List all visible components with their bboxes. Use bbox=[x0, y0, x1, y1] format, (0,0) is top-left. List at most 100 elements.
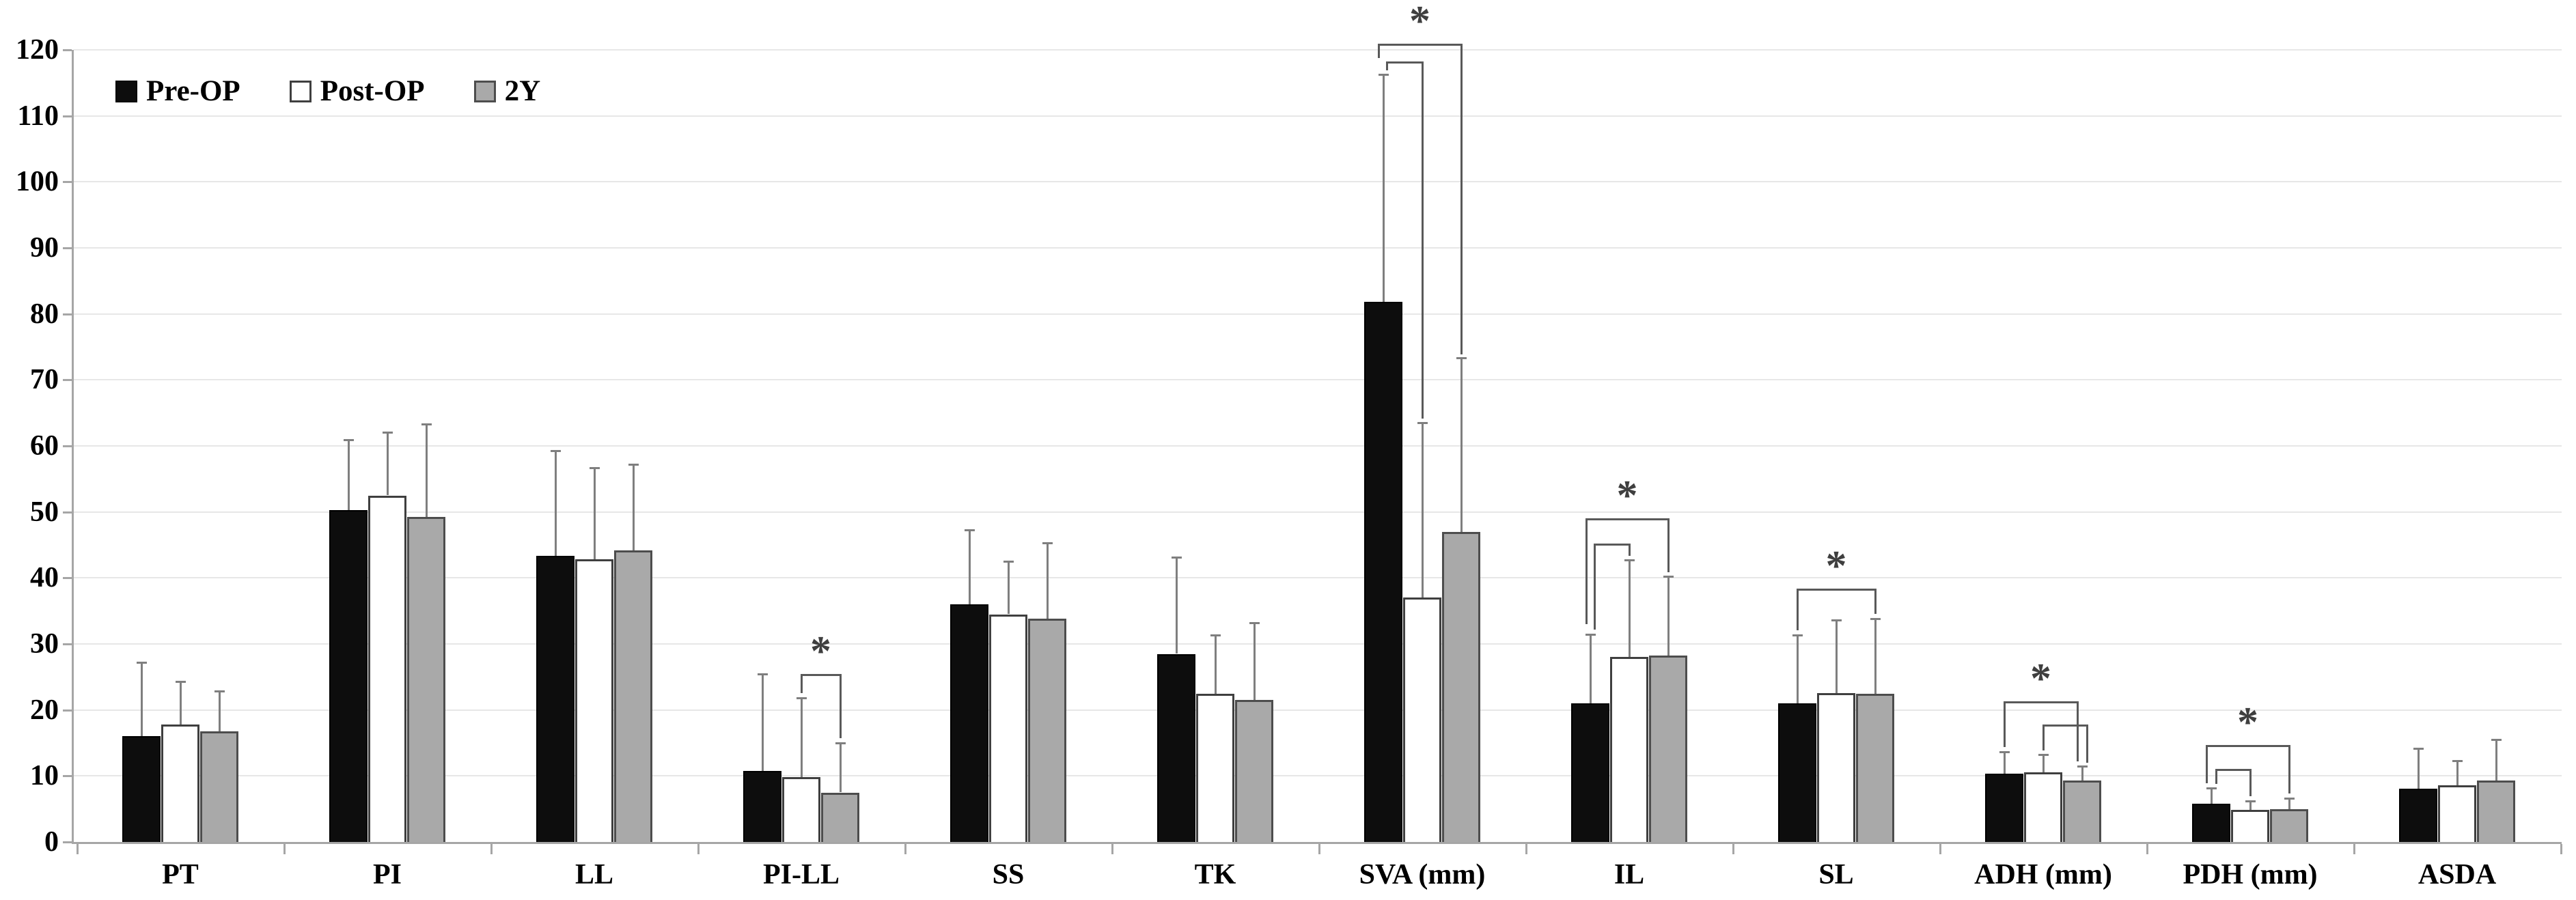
error-bar bbox=[179, 681, 182, 725]
y-axis-tick bbox=[63, 247, 72, 249]
error-bar bbox=[593, 466, 596, 560]
error-bar bbox=[2288, 798, 2290, 809]
error-bar-cap bbox=[1171, 557, 1182, 559]
bar-post-op bbox=[2024, 772, 2062, 842]
x-category-label: PI-LL bbox=[762, 859, 840, 890]
x-category-label: PI bbox=[373, 859, 402, 890]
y-tick-label: 70 bbox=[30, 364, 59, 396]
bar-2y bbox=[2477, 781, 2515, 842]
error-bar-cap bbox=[796, 697, 807, 700]
error-bar-cap bbox=[2284, 798, 2295, 800]
error-bar-cap bbox=[1456, 357, 1467, 360]
bar-2y bbox=[200, 731, 238, 842]
bar-2y bbox=[614, 550, 652, 842]
y-axis-line bbox=[72, 50, 74, 842]
significance-bracket-leg bbox=[1593, 544, 1596, 630]
significance-star: * bbox=[2030, 656, 2051, 703]
significance-bracket bbox=[2004, 701, 2077, 704]
y-axis-tick bbox=[63, 181, 72, 184]
x-category-label: IL bbox=[1614, 859, 1645, 890]
error-bar bbox=[347, 439, 350, 510]
significance-bracket bbox=[1379, 44, 1461, 46]
error-bar bbox=[2042, 754, 2045, 772]
error-bar-cap bbox=[2413, 747, 2424, 750]
bar-post-op bbox=[782, 777, 820, 842]
bar-post-op bbox=[989, 614, 1027, 842]
y-axis-tick bbox=[63, 115, 72, 117]
bar-2y bbox=[1028, 619, 1066, 842]
bar-2y bbox=[821, 792, 859, 842]
y-tick-label: 120 bbox=[16, 34, 59, 66]
pre-op-swatch-icon bbox=[115, 81, 137, 102]
significance-bracket bbox=[801, 674, 840, 677]
gridline bbox=[74, 511, 2562, 513]
error-bar-cap bbox=[964, 529, 975, 531]
legend-label-2y: 2Y bbox=[504, 75, 541, 107]
error-bar bbox=[2249, 800, 2252, 810]
bar-post-op bbox=[1403, 597, 1441, 842]
y-tick-label: 30 bbox=[30, 628, 59, 660]
error-bar-cap bbox=[1417, 422, 1428, 425]
error-bar bbox=[2210, 787, 2213, 804]
bar-post-op bbox=[161, 724, 199, 842]
bar-pre-op bbox=[1778, 703, 1816, 842]
x-category-label: ADH (mm) bbox=[1974, 859, 2112, 890]
error-bar-cap bbox=[2452, 760, 2463, 763]
x-category-label: PT bbox=[162, 859, 199, 890]
significance-bracket-leg bbox=[2288, 744, 2290, 794]
y-tick-label: 110 bbox=[17, 100, 59, 132]
significance-bracket-leg bbox=[2042, 724, 2045, 750]
legend-item-2y: 2Y bbox=[473, 75, 541, 107]
x-axis-line bbox=[72, 842, 2562, 844]
post-op-swatch-icon bbox=[289, 81, 311, 102]
bar-2y bbox=[1649, 656, 1687, 842]
significance-star: * bbox=[2237, 699, 2258, 746]
significance-bracket-leg bbox=[1585, 518, 1588, 624]
y-tick-label: 0 bbox=[44, 826, 59, 858]
bar-2y bbox=[407, 517, 445, 842]
significance-bracket-leg bbox=[1460, 44, 1463, 354]
bar-2y bbox=[2270, 808, 2308, 842]
error-bar bbox=[1382, 73, 1385, 303]
error-bar-cap bbox=[2491, 739, 2502, 742]
error-bar bbox=[968, 529, 971, 604]
x-category-label: TK bbox=[1194, 859, 1236, 890]
bar-post-op bbox=[2231, 809, 2269, 842]
error-bar bbox=[1874, 618, 1876, 694]
error-bar-cap bbox=[1663, 576, 1674, 578]
error-bar-cap bbox=[421, 423, 432, 426]
error-bar bbox=[1007, 561, 1010, 615]
legend-label-post-op: Post-OP bbox=[320, 75, 425, 107]
error-bar-cap bbox=[2077, 765, 2088, 768]
significance-bracket-leg bbox=[1421, 61, 1424, 419]
bar-post-op bbox=[2438, 785, 2476, 842]
gridline bbox=[74, 775, 2562, 777]
bar-2y bbox=[2063, 781, 2101, 842]
x-axis-tick bbox=[1732, 844, 1734, 854]
error-bar bbox=[386, 431, 389, 496]
bar-pre-op bbox=[329, 509, 368, 842]
x-category-label: LL bbox=[574, 859, 614, 890]
significance-bracket bbox=[1797, 588, 1875, 591]
error-bar-cap bbox=[1792, 634, 1803, 636]
error-bar bbox=[800, 697, 803, 778]
gridline bbox=[74, 115, 2562, 117]
y-axis-tick bbox=[63, 313, 72, 315]
significance-bracket-leg bbox=[2215, 768, 2217, 784]
significance-star: * bbox=[1409, 0, 1430, 45]
error-bar bbox=[2417, 747, 2420, 789]
bar-pre-op bbox=[1364, 302, 1402, 842]
y-tick-label: 10 bbox=[30, 760, 59, 792]
x-axis-tick bbox=[1318, 844, 1320, 854]
y-tick-label: 20 bbox=[30, 694, 59, 726]
significance-bracket-leg bbox=[839, 674, 842, 739]
bar-pre-op bbox=[743, 770, 781, 842]
error-bar-cap bbox=[2206, 787, 2217, 789]
significance-bracket bbox=[1594, 544, 1629, 546]
gridline bbox=[74, 643, 2562, 645]
significance-bracket bbox=[1387, 61, 1422, 64]
significance-bracket-leg bbox=[1628, 544, 1631, 557]
x-category-label: SS bbox=[992, 859, 1025, 890]
y-axis-tick bbox=[63, 511, 72, 514]
